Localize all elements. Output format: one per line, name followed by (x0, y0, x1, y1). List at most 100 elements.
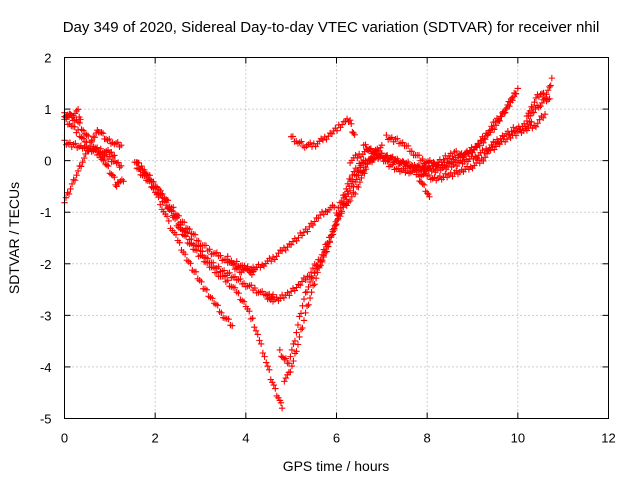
data-point (270, 381, 277, 389)
data-point (543, 91, 550, 98)
data-point (309, 282, 317, 289)
data-point (218, 309, 225, 316)
data-point (67, 185, 74, 193)
data-point (269, 291, 277, 298)
data-point (139, 166, 146, 173)
data-point (305, 283, 312, 291)
data-point (400, 158, 407, 166)
x-tick-label: 8 (424, 431, 431, 446)
data-point (195, 243, 202, 250)
data-point (440, 156, 447, 164)
data-point (321, 249, 329, 256)
y-tick-label: -1 (40, 205, 52, 220)
data-point (338, 199, 346, 207)
data-point (476, 142, 483, 149)
data-point (487, 129, 494, 136)
data-point (536, 116, 543, 123)
data-point (269, 379, 276, 386)
data-point (146, 172, 153, 179)
data-point (297, 281, 304, 289)
data-point (414, 171, 422, 178)
data-point (306, 278, 314, 286)
data-point (528, 118, 535, 126)
data-point (294, 341, 302, 348)
data-point (512, 90, 520, 98)
data-point (378, 141, 386, 149)
series-10 (224, 253, 259, 278)
series-19 (414, 171, 433, 200)
data-point (93, 144, 101, 151)
data-point (254, 331, 261, 338)
data-point (233, 264, 240, 272)
data-point (224, 277, 231, 284)
data-point (285, 360, 293, 367)
y-axis-label: SDTVAR / TECUs (6, 182, 22, 294)
series-8 (133, 164, 338, 274)
data-point (282, 374, 290, 382)
data-point (259, 349, 267, 357)
data-point (68, 180, 76, 188)
series-16 (360, 111, 549, 184)
data-point (163, 213, 171, 220)
data-point (73, 171, 80, 179)
data-point (345, 182, 353, 190)
data-point (304, 228, 311, 235)
data-point (225, 316, 232, 323)
data-point (384, 152, 391, 159)
series-6 (131, 158, 236, 329)
data-point (361, 170, 368, 177)
data-point (483, 150, 491, 157)
data-point (480, 139, 487, 147)
data-point (202, 242, 210, 249)
data-point (117, 141, 125, 149)
series-3 (61, 137, 118, 161)
x-tick-label: 2 (152, 431, 159, 446)
data-point (532, 123, 540, 131)
data-point (356, 164, 364, 171)
data-point (294, 321, 302, 329)
data-point (373, 152, 380, 159)
data-point (88, 138, 95, 146)
data-point (537, 91, 544, 98)
data-point (420, 181, 428, 189)
data-point (146, 178, 153, 185)
x-tick-label: 0 (61, 431, 68, 446)
data-point (453, 157, 461, 165)
data-point (261, 353, 268, 360)
data-point (481, 154, 489, 161)
data-point (97, 145, 104, 152)
data-point (510, 124, 517, 131)
data-point (346, 197, 354, 205)
data-point (333, 209, 340, 217)
data-point (346, 116, 354, 124)
data-point (206, 246, 213, 253)
x-axis-label: GPS time / hours (283, 458, 390, 474)
data-point (303, 302, 311, 310)
data-point (85, 147, 92, 155)
data-point (251, 265, 259, 273)
data-point (217, 252, 224, 259)
data-point (300, 317, 308, 324)
data-point (332, 221, 339, 229)
data-point (277, 399, 285, 406)
data-point (241, 262, 248, 269)
data-point (249, 314, 256, 322)
data-point (362, 165, 370, 173)
data-point (191, 231, 199, 238)
data-point (231, 273, 239, 280)
data-point (187, 260, 194, 267)
data-point (177, 221, 184, 229)
data-point (343, 202, 350, 209)
data-point (541, 111, 549, 118)
data-point (537, 103, 544, 110)
data-point (186, 226, 193, 233)
data-point (302, 309, 309, 317)
data-point (476, 160, 483, 167)
x-tick-labels: 0 2 4 6 8 10 12 (61, 431, 616, 446)
series-11 (263, 290, 277, 303)
data-point (540, 89, 547, 97)
data-point (324, 243, 332, 250)
data-point (180, 219, 188, 226)
data-point (151, 183, 159, 190)
